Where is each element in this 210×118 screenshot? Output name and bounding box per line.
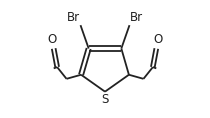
- Text: Br: Br: [130, 11, 143, 24]
- Text: Br: Br: [67, 11, 80, 24]
- Text: S: S: [101, 93, 109, 106]
- Text: O: O: [153, 33, 162, 46]
- Text: O: O: [48, 33, 57, 46]
